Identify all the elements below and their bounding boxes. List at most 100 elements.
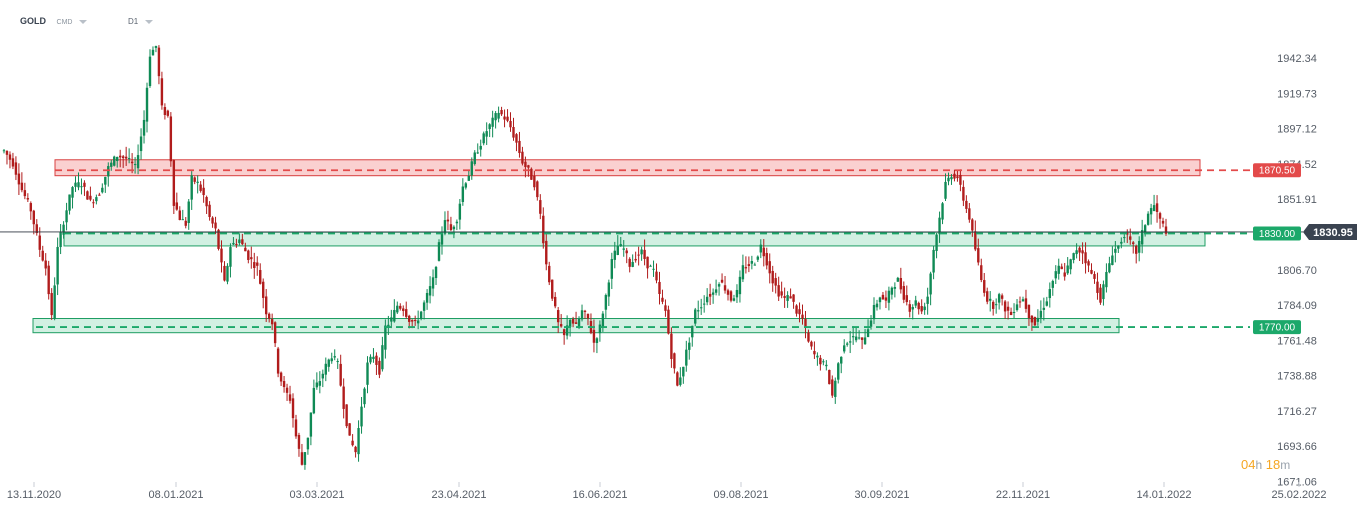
candle-body [634,258,637,261]
candle-body [598,324,602,334]
candle-body [848,341,852,343]
candle-body [974,231,977,250]
candle-body [89,195,92,200]
candle-body [1042,307,1046,310]
candle-body [646,256,649,269]
candle-body [631,262,634,267]
x-tick-label: 08.01.2021 [148,489,203,501]
candle-body [807,332,810,342]
candle-body [1036,317,1040,322]
candle-body [691,325,694,338]
candle-body [256,262,259,266]
candle-body [1003,301,1007,312]
candle-body [702,303,706,305]
candle-body [524,161,527,168]
candle-body [685,349,688,366]
candle-body [747,264,751,266]
candle-body [491,117,494,127]
candle-body [899,277,903,290]
symbol-selector[interactable]: GOLD CMD [20,16,87,26]
candle-body [738,276,742,295]
levels-layer [0,169,1303,328]
candle-body [908,304,911,312]
candle-body [562,329,566,336]
candle-body [300,452,304,465]
candle-body [902,286,906,300]
candle-body [476,152,479,154]
candle-body [780,291,783,296]
candle-body [658,281,661,295]
candle-body [920,306,923,312]
candle-body [971,219,974,231]
candle-body [479,145,482,150]
candle-body [175,202,179,210]
candle-body [744,267,748,269]
candle-body [56,246,59,285]
candle-body [467,175,470,181]
candle-body [408,315,411,322]
candle-body [410,320,414,322]
candle-body [845,343,849,345]
candle-body [1054,271,1057,279]
candle-body [941,203,944,220]
candle-body [854,336,858,341]
candle-body [574,322,578,324]
candle-body [169,116,173,162]
candle-body [568,319,572,327]
y-tick-label: 1806.70 [1277,265,1317,277]
candle-body [536,181,539,198]
candle-body [765,252,768,266]
candle-body [917,302,920,310]
candle-body [565,325,569,336]
candle-body [977,248,980,263]
candle-body [190,175,193,200]
candle-body [911,307,914,310]
candle-body [1158,213,1162,219]
candle-body [247,250,250,260]
candle-body [965,200,968,209]
level-tag-bg [1253,226,1301,241]
candle-body [613,250,616,260]
candle-body [223,265,226,281]
candle-body [482,133,485,144]
candle-body [1039,310,1043,318]
x-tick-label: 03.03.2021 [289,489,344,501]
candle-body [604,295,608,310]
candle-body [732,298,736,301]
candle-body [521,151,524,164]
candle-body [47,265,50,295]
candle-body [1108,263,1111,273]
candle-body [869,320,873,327]
candle-body [1114,248,1117,253]
candle-body [777,285,780,297]
candle-body [789,296,792,299]
candle-body [485,131,488,137]
x-tick-label: 13.11.2020 [7,489,61,501]
candle-body [1120,241,1123,244]
candle-body [262,281,265,298]
candle-body [893,287,897,289]
candle-body [1057,265,1060,274]
x-tick-label: 25.02.2022 [1271,489,1326,501]
candle-body [700,307,703,309]
candle-body [717,284,721,287]
candle-body [1135,245,1138,254]
interval-selector[interactable]: D1 [128,16,153,26]
candle-body [923,306,926,311]
candle-body [580,310,584,320]
candle-body [661,297,664,302]
candle-body [244,247,247,252]
candle-body [494,113,497,121]
candle-body [962,186,965,201]
candle-body [193,177,196,182]
candle-body [670,333,673,359]
candle-body [327,359,330,367]
candle-body [309,412,313,437]
candle-body [816,355,819,358]
y-tick-label: 1942.34 [1277,53,1317,65]
candle-body [711,292,715,295]
candle-body [652,268,655,270]
candle-body [1105,271,1108,288]
candle-body [473,152,476,165]
